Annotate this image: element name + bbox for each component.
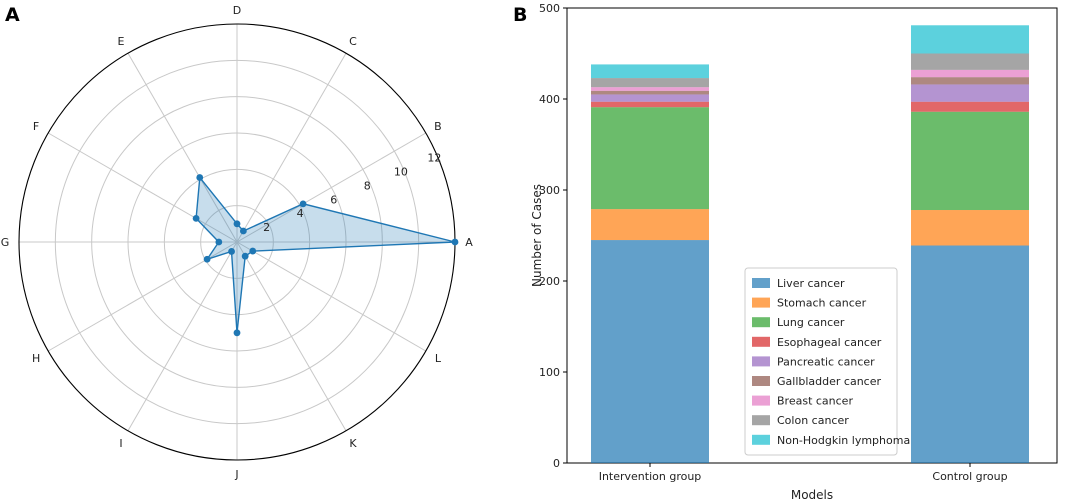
legend-box xyxy=(744,267,898,456)
x-tick-label: Intervention group xyxy=(599,470,702,483)
radar-category-label: E xyxy=(118,35,125,48)
y-tick-label: 200 xyxy=(539,275,560,288)
radar-point xyxy=(203,255,211,263)
radial-tick-label: 10 xyxy=(394,165,408,178)
bar-segment xyxy=(591,101,709,108)
radar-category-label: D xyxy=(233,4,241,17)
legend-label: Stomach cancer xyxy=(777,297,867,310)
bar-segment xyxy=(911,69,1029,78)
y-tick-label: 300 xyxy=(539,184,560,197)
bar-segment xyxy=(911,53,1029,70)
legend-label: Pancreatic cancer xyxy=(777,355,875,368)
legend-label: Colon cancer xyxy=(777,414,849,427)
legend-swatch xyxy=(752,297,770,308)
radial-tick-label: 4 xyxy=(297,207,304,220)
angular-gridline xyxy=(47,132,238,243)
radar-category-label: F xyxy=(33,120,39,133)
legend-label: Lung cancer xyxy=(777,316,845,329)
radar-category-label: J xyxy=(234,468,238,481)
radial-tick-label: 12 xyxy=(427,152,441,165)
angular-gridline xyxy=(127,52,238,243)
radar-point xyxy=(451,238,459,246)
plot-frame xyxy=(566,7,1058,464)
radar-category-label: B xyxy=(434,120,442,133)
legend-swatch xyxy=(752,395,770,406)
bar-segment xyxy=(591,209,709,241)
bar-segment xyxy=(591,90,709,95)
bar-segment xyxy=(591,240,709,463)
bar-segment xyxy=(911,77,1029,85)
bar-segment xyxy=(911,84,1029,102)
y-tick-label: 500 xyxy=(539,2,560,15)
angular-gridline xyxy=(236,52,347,243)
radar-point xyxy=(233,329,241,337)
radar-chart: A B C D E F G H I J K L 2 4 6 8 10 12 xyxy=(1,4,474,481)
radar-category-label: K xyxy=(349,437,357,450)
bar-segment xyxy=(911,25,1029,54)
angular-gridline xyxy=(127,241,238,432)
legend-swatch xyxy=(752,336,770,347)
radar-point xyxy=(192,214,200,222)
bar-segment xyxy=(591,94,709,102)
radar-point xyxy=(241,252,249,260)
radar-point xyxy=(196,174,204,181)
legend-swatch xyxy=(752,415,770,426)
y-tick-label: 400 xyxy=(539,93,560,106)
legend-swatch xyxy=(752,376,770,386)
bar-segment xyxy=(911,245,1029,463)
panel-a-letter: A xyxy=(5,4,20,26)
legend-swatch xyxy=(752,356,770,367)
radial-tick-label: 6 xyxy=(330,193,337,206)
angular-gridline xyxy=(236,132,427,243)
radar-category-label: A xyxy=(465,236,473,249)
angular-gridline xyxy=(236,241,427,352)
panel-b-letter: B xyxy=(513,4,527,26)
legend-label: Gallbladder cancer xyxy=(777,375,881,388)
x-axis-title: Models xyxy=(791,488,833,502)
radial-tick-label: 8 xyxy=(364,179,371,192)
radar-point xyxy=(233,220,241,228)
legend-swatch xyxy=(752,278,770,288)
stacked-bar-chart: 0 100 200 300 400 500 Intervention group Contro… xyxy=(530,2,1058,502)
bar-segment xyxy=(911,111,1029,211)
legend-swatch xyxy=(752,434,770,445)
radar-category-label: G xyxy=(1,236,10,249)
legend-label: Non-Hodgkin lymphoma xyxy=(777,434,910,447)
y-tick-label: 0 xyxy=(553,457,560,470)
y-axis-title: Number of Cases xyxy=(530,184,544,287)
legend-label: Esophageal cancer xyxy=(777,336,882,349)
bar-segment xyxy=(591,78,709,88)
radar-category-label: H xyxy=(32,352,40,365)
y-tick-label: 100 xyxy=(539,366,560,379)
bar-segment xyxy=(911,101,1029,112)
radar-point xyxy=(249,247,257,255)
radial-tick-label: 2 xyxy=(263,221,270,234)
x-tick-label: Control group xyxy=(932,470,1007,483)
bar-segment xyxy=(591,107,709,210)
radar-point xyxy=(228,248,235,255)
radar-point xyxy=(299,200,307,208)
legend-label: Breast cancer xyxy=(777,395,853,408)
legend-swatch xyxy=(752,317,770,328)
radar-category-label: I xyxy=(119,437,122,450)
radar-point xyxy=(215,238,223,246)
angular-gridline xyxy=(236,241,347,432)
radar-point xyxy=(239,227,247,235)
legend-label: Liver cancer xyxy=(777,277,845,290)
radar-category-label: L xyxy=(435,352,442,365)
bar-segment xyxy=(591,64,709,79)
bar-segment xyxy=(911,210,1029,246)
radar-category-label: C xyxy=(349,35,357,48)
bar-segment xyxy=(591,87,709,91)
